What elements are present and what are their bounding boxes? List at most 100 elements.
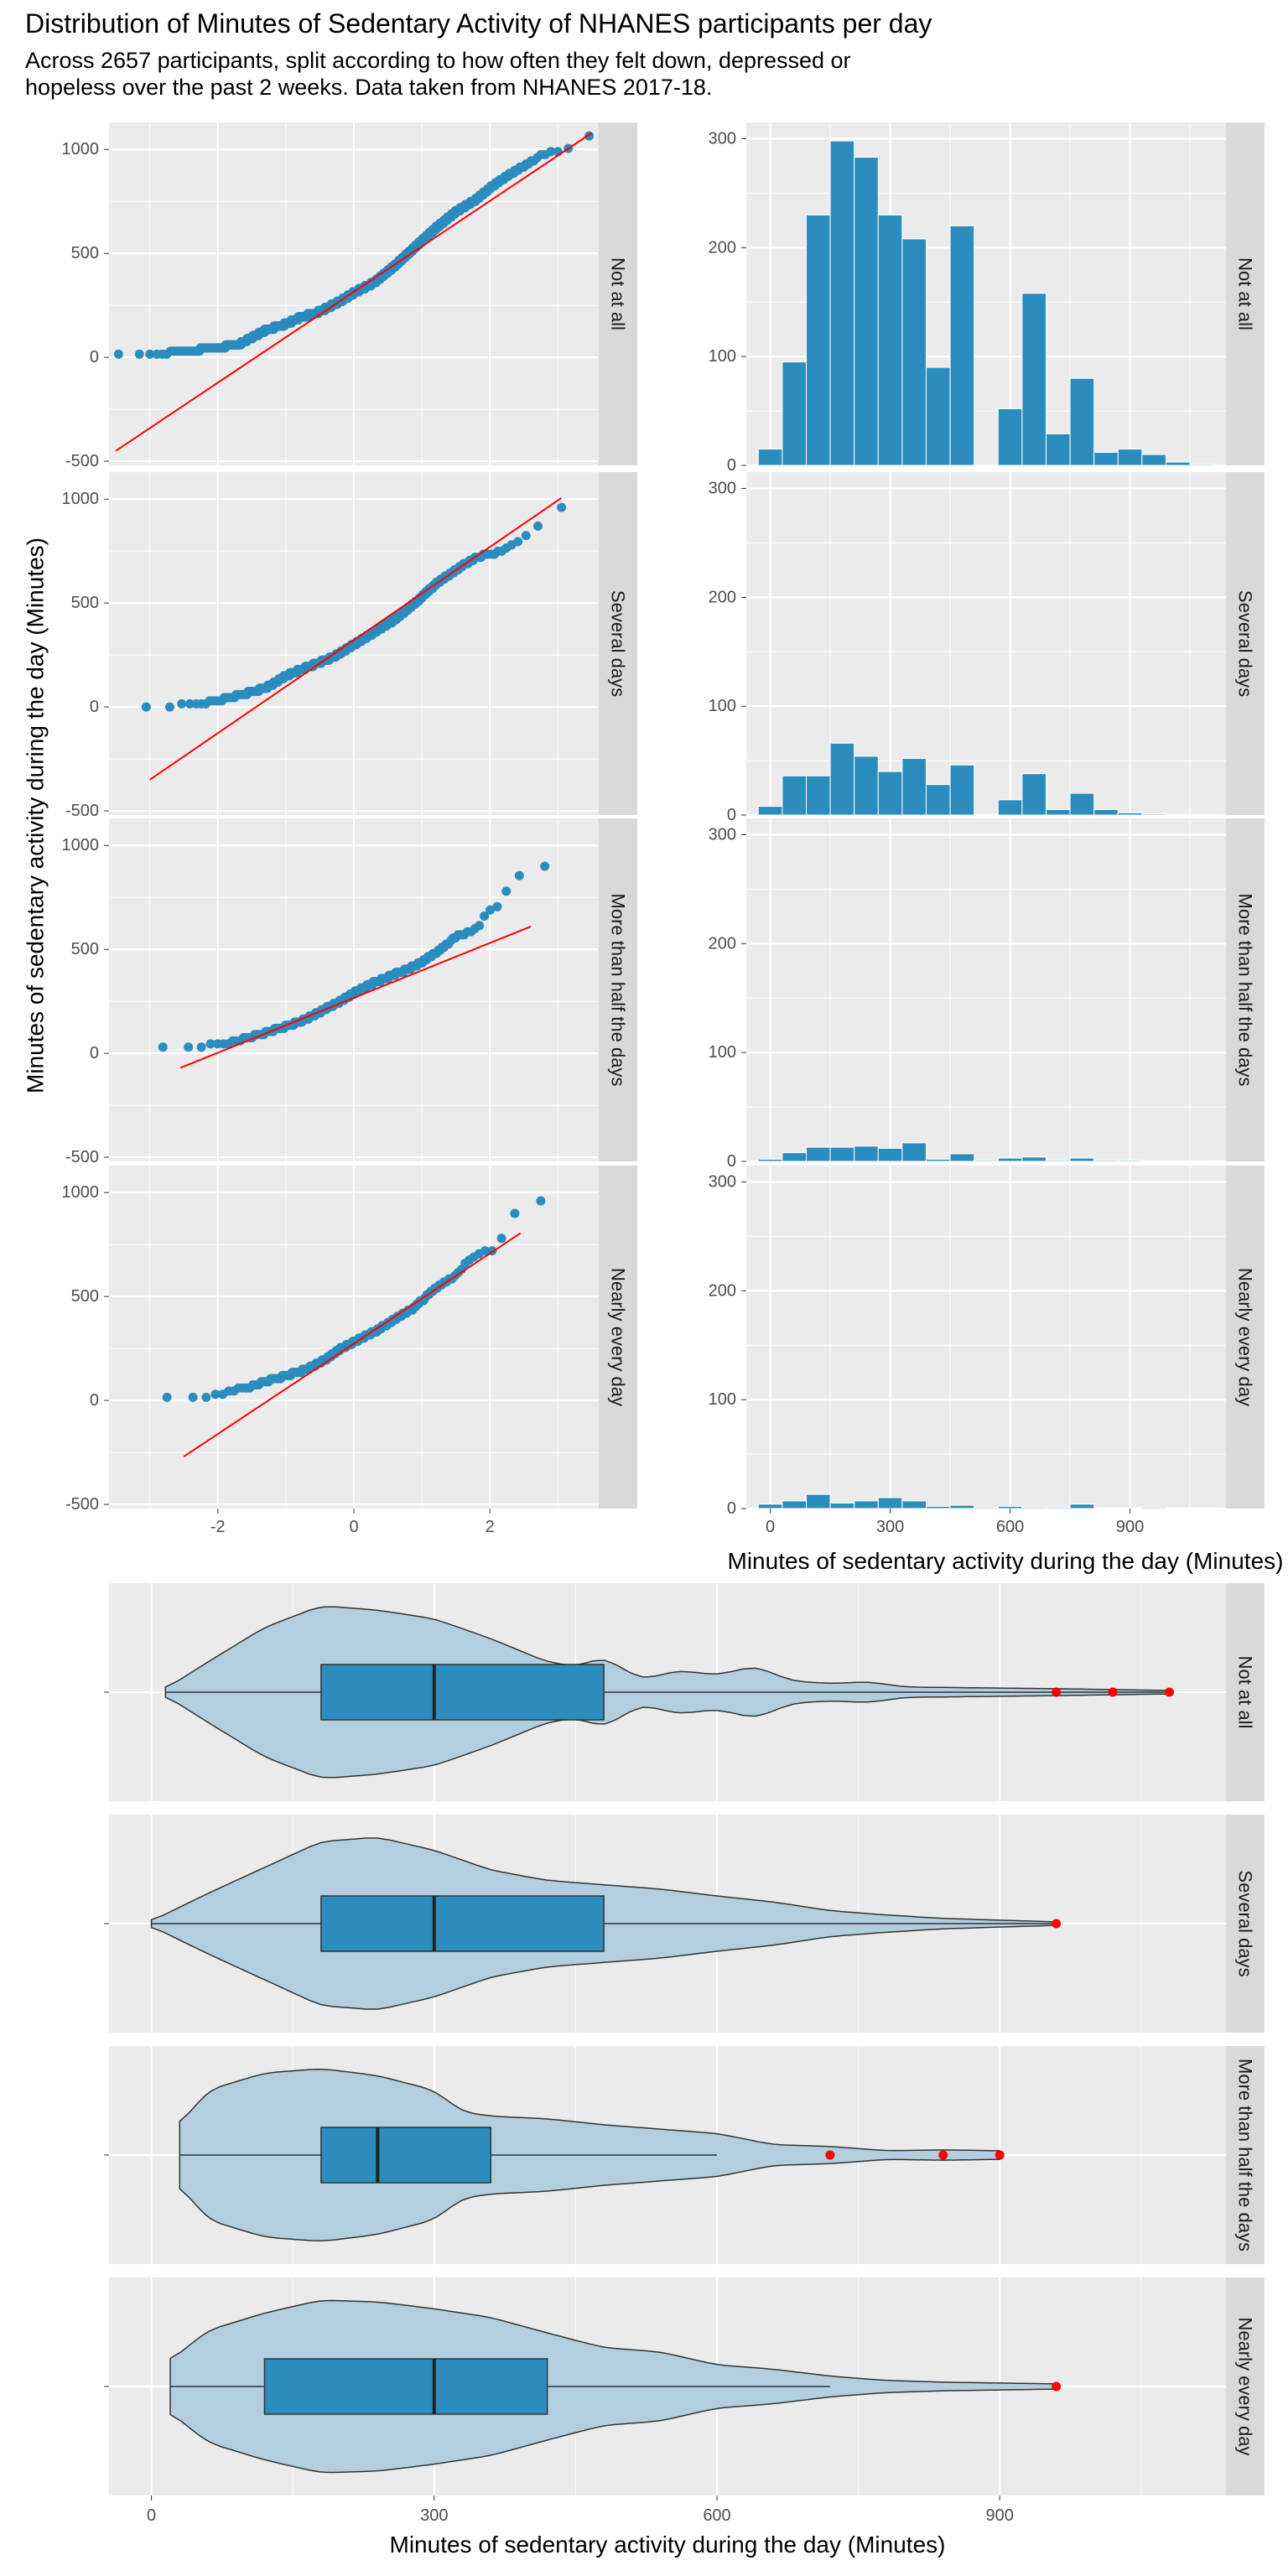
histogram-bar — [829, 1503, 855, 1509]
x-tick-label: 300 — [420, 2506, 448, 2525]
y-tick-label: 500 — [71, 244, 99, 262]
qq-point — [165, 702, 174, 712]
facet-strip-label: Nearly every day — [1235, 2317, 1256, 2455]
histogram-bar — [974, 1507, 999, 1509]
y-tick-label: 100 — [709, 347, 736, 366]
x-tick-label: -2 — [210, 1518, 226, 1536]
qq-point — [492, 901, 502, 911]
boxplot-box — [263, 2358, 548, 2415]
histogram-bar — [1046, 433, 1071, 466]
facet-strip — [1226, 2277, 1265, 2496]
qq-point — [188, 1392, 198, 1402]
histogram-bar — [806, 1146, 831, 1162]
qq-points — [158, 861, 550, 1052]
y-tick-label: 100 — [709, 1390, 736, 1409]
y-tick-label: 0 — [90, 348, 99, 366]
outlier-point — [825, 2150, 835, 2160]
facet-strip-label: Not at all — [1235, 257, 1256, 330]
facet-strip — [1226, 1166, 1265, 1509]
qq-point — [162, 1392, 172, 1402]
histogram-bar — [901, 1500, 927, 1509]
qq-point — [496, 1233, 506, 1244]
facet-strip — [599, 122, 637, 465]
qq-point — [510, 1208, 520, 1218]
histogram-bar — [901, 238, 927, 466]
qq-point — [521, 531, 531, 541]
y-tick-label: 0 — [727, 1499, 736, 1518]
qq-reference-line — [183, 1232, 522, 1457]
x-tick-label: 0 — [766, 1518, 775, 1536]
histogram-bar — [877, 214, 903, 466]
y-tick-label: 300 — [709, 129, 736, 148]
histogram-bar — [854, 157, 879, 466]
x-tick-label: 300 — [876, 1518, 904, 1536]
y-tick-label: 200 — [709, 934, 736, 953]
histogram-bar — [997, 1157, 1023, 1162]
histogram-bar — [806, 214, 831, 466]
y-tick-label: 300 — [709, 479, 736, 497]
histogram-bar — [877, 771, 903, 816]
histogram-bar — [997, 408, 1023, 466]
histogram-bar — [757, 1504, 783, 1509]
qq-point — [196, 1042, 206, 1052]
outlier-point — [1052, 1919, 1062, 1929]
histogram-bar — [854, 1145, 879, 1162]
facet-strip — [1226, 1583, 1265, 1801]
qq-point — [546, 147, 556, 157]
histogram-bar — [782, 775, 808, 816]
y-tick-label: 200 — [709, 238, 736, 257]
y-tick-label: 0 — [90, 698, 99, 716]
qq-point — [536, 1196, 546, 1206]
histogram-bar — [806, 775, 831, 816]
y-tick-label: -500 — [65, 452, 99, 470]
y-tick-label: 1000 — [62, 1183, 100, 1202]
y-tick-label: 0 — [727, 1152, 736, 1171]
outlier-point — [938, 2150, 948, 2160]
y-tick-label: 0 — [727, 456, 736, 475]
facet-strip — [599, 818, 637, 1161]
y-tick-label: 500 — [71, 940, 99, 958]
histogram-bar — [782, 1152, 808, 1162]
x-tick-label: 0 — [349, 1518, 358, 1536]
histogram-bar — [854, 1500, 879, 1509]
x-tick-label: 600 — [996, 1518, 1024, 1536]
facet-strip-label: Not at all — [608, 257, 629, 330]
histogram-bar — [1166, 461, 1191, 466]
facet-strip — [1226, 818, 1265, 1161]
histogram-bar — [1046, 809, 1071, 816]
histogram-bar — [806, 1493, 831, 1509]
boxplot-box — [320, 1895, 605, 1952]
histogram-bar — [1069, 1157, 1095, 1162]
histogram-bar — [901, 1142, 927, 1162]
y-tick-label: 1000 — [62, 490, 100, 508]
histogram-bar — [1189, 1507, 1215, 1509]
outlier-point — [1108, 1687, 1118, 1697]
y-tick-label: 200 — [709, 588, 736, 606]
histogram-panel — [746, 818, 1226, 1161]
subtitle-line: Across 2657 participants, split accordin… — [25, 48, 851, 73]
qq-point — [475, 921, 485, 931]
x-tick-label: 900 — [1116, 1518, 1144, 1536]
qq-point — [145, 349, 155, 359]
outlier-point — [995, 2150, 1005, 2160]
qq-point — [210, 1389, 221, 1400]
histogram-bar — [926, 366, 951, 466]
qq-reference-line — [149, 497, 562, 781]
histogram-panel — [746, 472, 1226, 815]
facet-strip-label: Several days — [608, 590, 629, 697]
x-tick-label: 900 — [986, 2506, 1014, 2525]
qq-point — [113, 349, 123, 359]
histogram-bar — [1069, 377, 1095, 466]
histogram-bar — [757, 449, 783, 466]
histogram-bar — [1117, 449, 1143, 466]
chart-title: Distribution of Minutes of Sedentary Act… — [25, 8, 932, 39]
facet-strip — [1226, 1815, 1265, 2033]
histogram-bar — [926, 1158, 951, 1162]
y-tick-label: 0 — [727, 806, 736, 824]
facet-strip — [599, 472, 637, 815]
boxplot-box — [320, 2127, 491, 2184]
facet-strip-label: Not at all — [1235, 1656, 1256, 1729]
histogram-bar — [1046, 1507, 1071, 1509]
y-tick-label: 1000 — [62, 836, 100, 854]
y-tick-label: -500 — [65, 1495, 99, 1514]
